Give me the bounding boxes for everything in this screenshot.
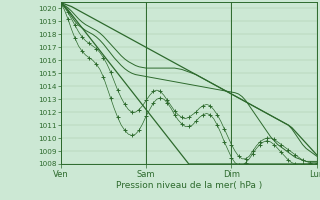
X-axis label: Pression niveau de la mer( hPa ): Pression niveau de la mer( hPa ) (116, 181, 262, 190)
